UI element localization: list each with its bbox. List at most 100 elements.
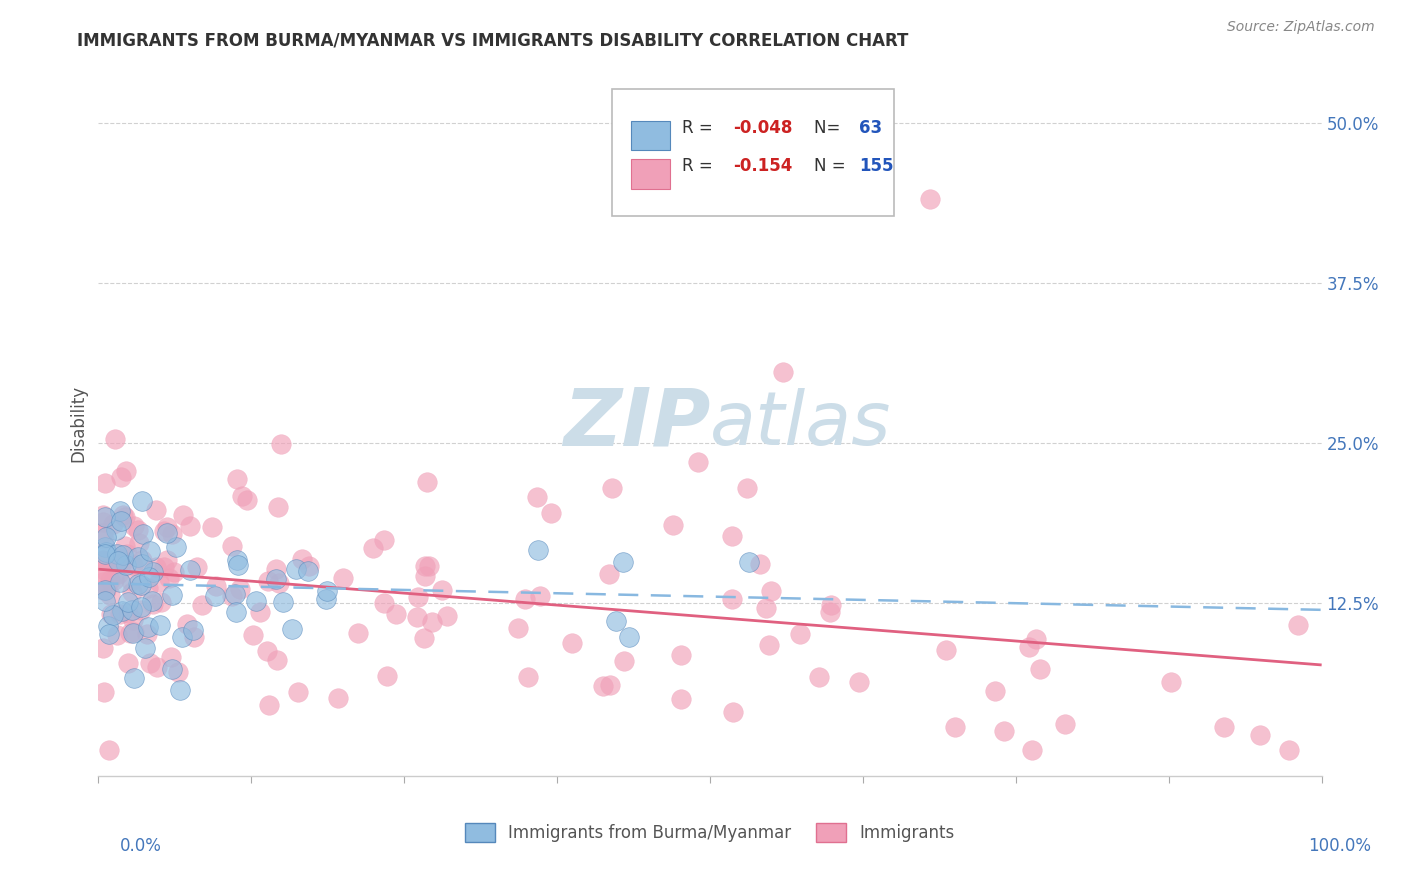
- Point: [142, 598, 165, 612]
- Point: [115, 548, 138, 562]
- Point: [181, 623, 204, 637]
- Point: [245, 594, 267, 608]
- Point: [94, 545, 117, 559]
- Point: [108, 504, 131, 518]
- Point: [1021, 743, 1043, 757]
- Point: [110, 470, 132, 484]
- Point: [808, 670, 831, 684]
- Text: N =: N =: [814, 158, 845, 176]
- Point: [91, 574, 114, 589]
- Point: [984, 684, 1007, 698]
- Point: [107, 566, 129, 581]
- Point: [129, 600, 152, 615]
- Point: [94, 583, 117, 598]
- Point: [166, 665, 188, 680]
- Text: 155: 155: [859, 158, 894, 176]
- Point: [789, 626, 811, 640]
- Point: [721, 529, 744, 543]
- Point: [617, 631, 640, 645]
- Point: [122, 558, 145, 572]
- Point: [105, 627, 128, 641]
- FancyBboxPatch shape: [630, 160, 669, 189]
- Point: [112, 508, 135, 523]
- Point: [145, 560, 167, 574]
- Point: [145, 660, 167, 674]
- Point: [416, 475, 439, 489]
- Point: [114, 510, 136, 524]
- Point: [122, 613, 145, 627]
- Point: [104, 556, 127, 570]
- Point: [332, 570, 354, 584]
- Point: [266, 562, 288, 576]
- Point: [436, 609, 458, 624]
- Point: [406, 610, 429, 624]
- Point: [91, 508, 114, 522]
- Point: [149, 618, 172, 632]
- Point: [138, 570, 160, 584]
- Point: [316, 584, 339, 599]
- Point: [111, 604, 134, 618]
- Point: [527, 543, 550, 558]
- Point: [1212, 720, 1234, 734]
- Point: [772, 366, 794, 380]
- Point: [204, 590, 226, 604]
- Point: [131, 527, 153, 541]
- Point: [160, 662, 183, 676]
- Point: [117, 656, 139, 670]
- Point: [613, 653, 636, 667]
- Point: [127, 523, 149, 537]
- Point: [97, 619, 120, 633]
- Point: [513, 591, 536, 606]
- Text: R =: R =: [682, 119, 718, 136]
- Point: [96, 530, 118, 544]
- Point: [117, 595, 139, 609]
- Point: [94, 476, 117, 491]
- Text: IMMIGRANTS FROM BURMA/MYANMAR VS IMMIGRANTS DISABILITY CORRELATION CHART: IMMIGRANTS FROM BURMA/MYANMAR VS IMMIGRA…: [77, 31, 908, 49]
- Point: [159, 650, 181, 665]
- Point: [249, 605, 271, 619]
- Point: [271, 595, 294, 609]
- Point: [93, 510, 115, 524]
- Point: [118, 626, 141, 640]
- Point: [413, 558, 436, 573]
- Point: [1286, 618, 1309, 632]
- Point: [93, 593, 115, 607]
- Point: [169, 683, 191, 698]
- Point: [759, 583, 782, 598]
- Point: [104, 432, 127, 446]
- Point: [1054, 716, 1077, 731]
- Point: [1025, 632, 1047, 647]
- Point: [1029, 662, 1052, 676]
- Point: [145, 503, 167, 517]
- Point: [129, 577, 152, 591]
- Point: [100, 607, 122, 621]
- Point: [267, 500, 290, 514]
- Point: [413, 568, 436, 582]
- Point: [110, 607, 132, 621]
- Text: -0.048: -0.048: [734, 119, 793, 136]
- Point: [91, 515, 114, 529]
- Point: [122, 626, 145, 640]
- Point: [755, 600, 778, 615]
- Point: [592, 679, 614, 693]
- Point: [385, 607, 408, 622]
- Point: [128, 535, 150, 549]
- Point: [287, 684, 309, 698]
- Point: [166, 541, 188, 555]
- Point: [114, 539, 136, 553]
- Point: [134, 641, 156, 656]
- Point: [735, 481, 758, 495]
- Point: [153, 559, 176, 574]
- Point: [226, 558, 249, 572]
- Point: [291, 552, 314, 566]
- Point: [600, 481, 623, 495]
- Point: [993, 724, 1015, 739]
- Point: [326, 691, 349, 706]
- Point: [256, 644, 278, 658]
- Point: [721, 705, 744, 719]
- Point: [179, 518, 201, 533]
- Point: [179, 563, 201, 577]
- Point: [114, 464, 136, 478]
- Point: [124, 671, 146, 685]
- Point: [284, 562, 307, 576]
